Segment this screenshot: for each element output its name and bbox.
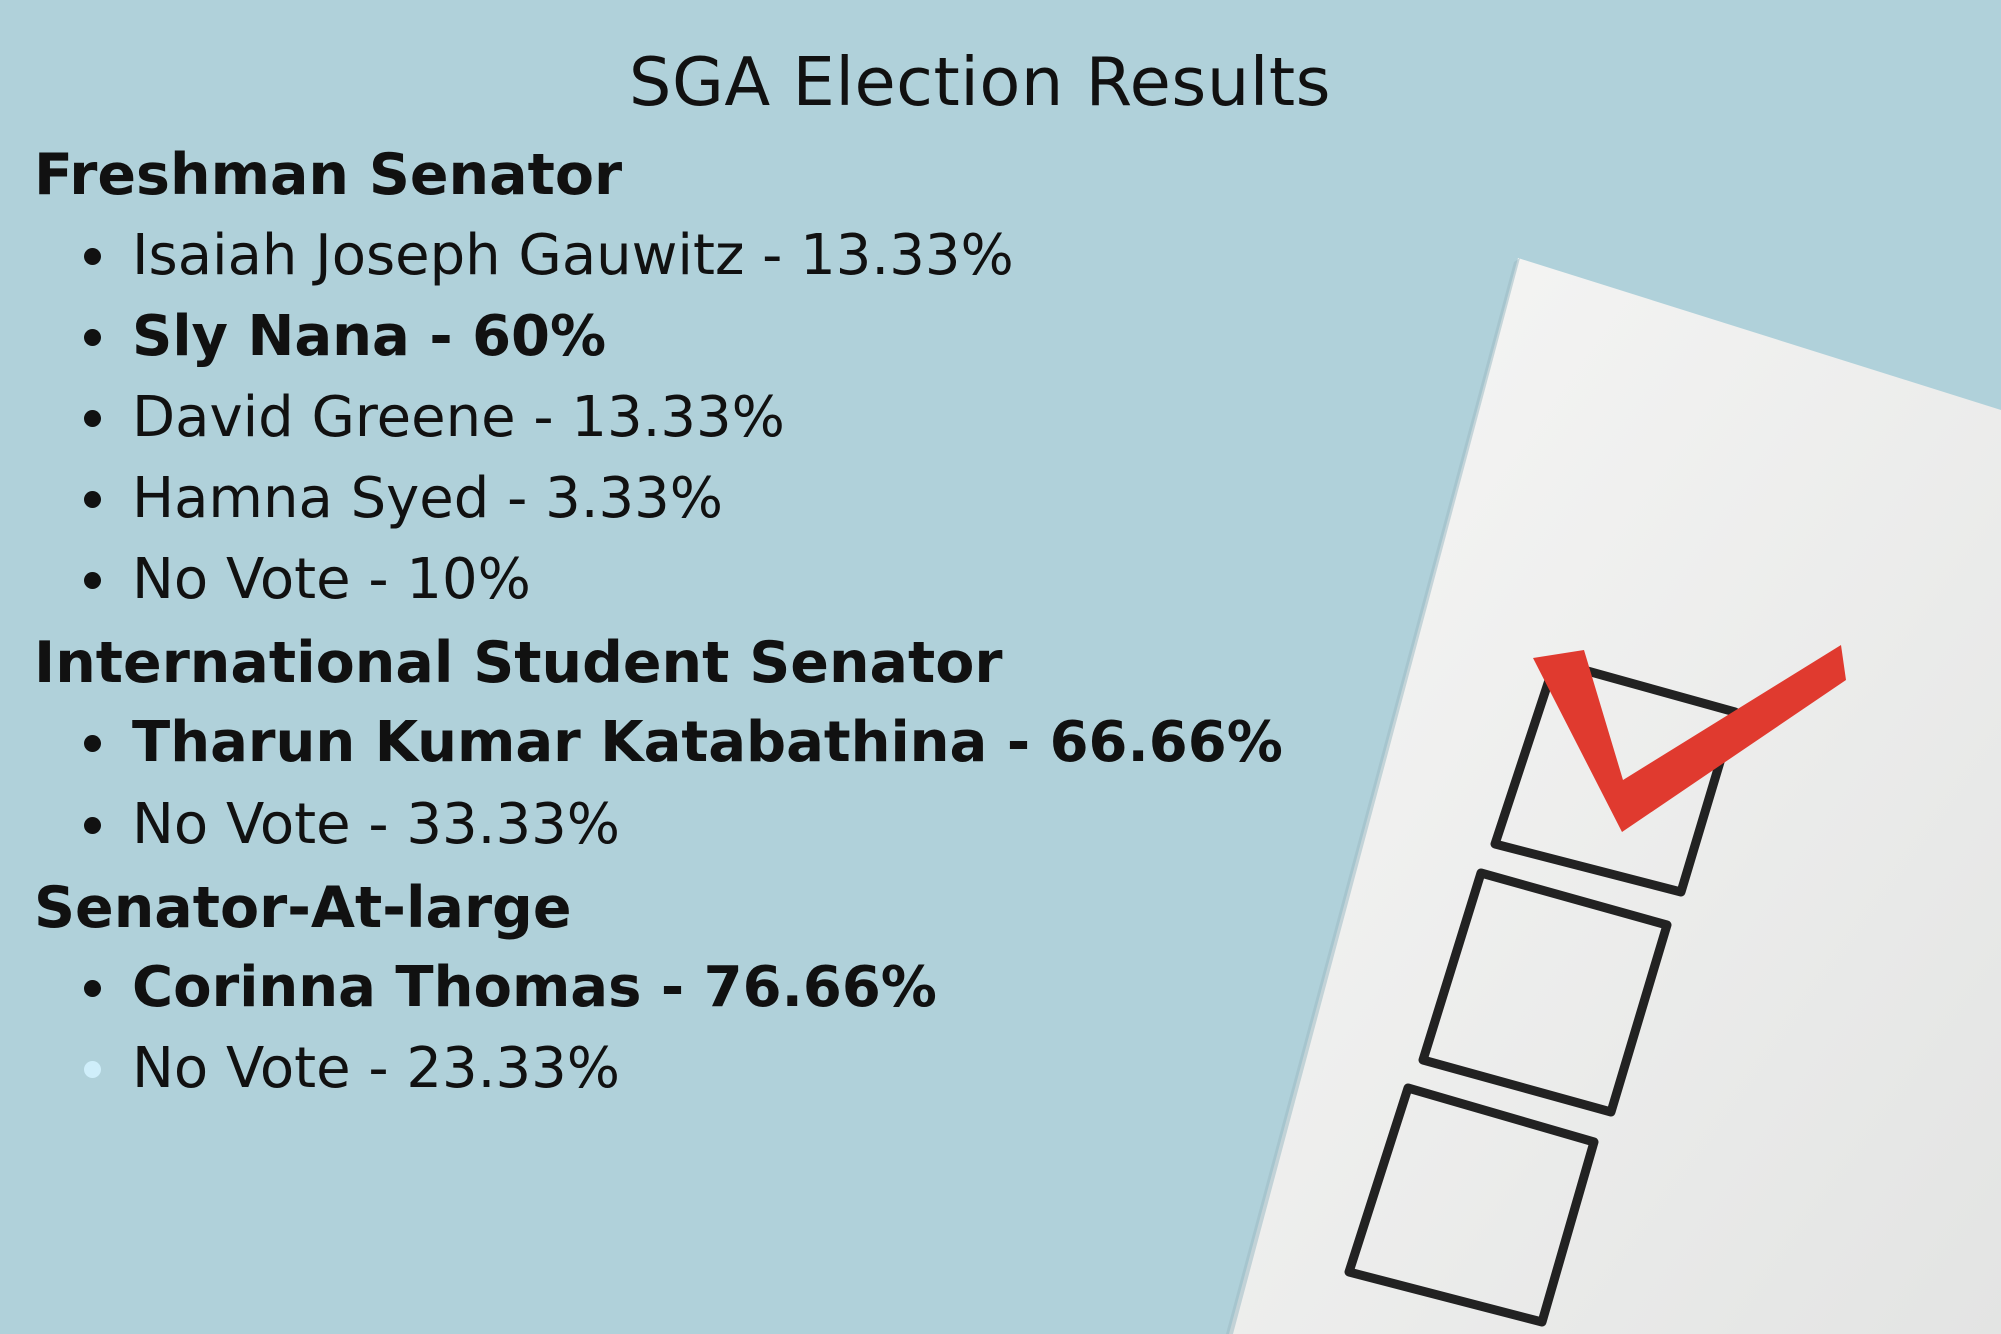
bullet-icon (84, 490, 101, 508)
result-label: Hamna Syed - 3.33% (132, 466, 723, 531)
result-label: Sly Nana - 60% (132, 304, 607, 369)
page-title: SGA Election Results (628, 43, 1332, 121)
bullet-icon (84, 979, 101, 997)
result-item: No Vote - 23.33% (84, 1034, 620, 1104)
result-label: No Vote - 23.33% (132, 1036, 620, 1101)
section-heading-freshman-senator: Freshman Senator (34, 142, 623, 208)
ballot-box-2 (1418, 868, 1672, 1117)
bullet-icon (84, 409, 101, 427)
result-label: No Vote - 33.33% (132, 792, 620, 857)
result-item: No Vote - 33.33% (84, 790, 620, 860)
ballot-box-3 (1344, 1083, 1599, 1327)
result-label: Isaiah Joseph Gauwitz - 13.33% (132, 223, 1014, 288)
result-item: Hamna Syed - 3.33% (84, 464, 723, 534)
section-heading-international-student-senator: International Student Senator (34, 630, 1003, 696)
bullet-icon (84, 328, 101, 346)
bullet-icon (84, 816, 101, 834)
bullet-icon (84, 734, 101, 752)
result-item-winner: Sly Nana - 60% (84, 302, 606, 372)
bullet-icon (84, 571, 101, 589)
ballot-paper-shadow (1226, 258, 1520, 1334)
result-item-winner: Corinna Thomas - 76.66% (84, 953, 937, 1023)
result-item: Isaiah Joseph Gauwitz - 13.33% (84, 221, 1014, 291)
bullet-icon (84, 247, 101, 265)
checkmark-icon (1533, 645, 1846, 832)
result-label: Tharun Kumar Katabathina - 66.66% (132, 710, 1283, 775)
result-item-winner: Tharun Kumar Katabathina - 66.66% (84, 708, 1283, 778)
section-heading-senator-at-large: Senator-At-large (34, 875, 572, 941)
result-item: No Vote - 10% (84, 545, 531, 615)
bullet-icon (84, 1060, 101, 1078)
result-label: No Vote - 10% (132, 547, 531, 612)
ballot-box-1 (1490, 657, 1740, 897)
result-item: David Greene - 13.33% (84, 383, 785, 453)
result-label: Corinna Thomas - 76.66% (132, 955, 937, 1020)
result-label: David Greene - 13.33% (132, 385, 785, 450)
